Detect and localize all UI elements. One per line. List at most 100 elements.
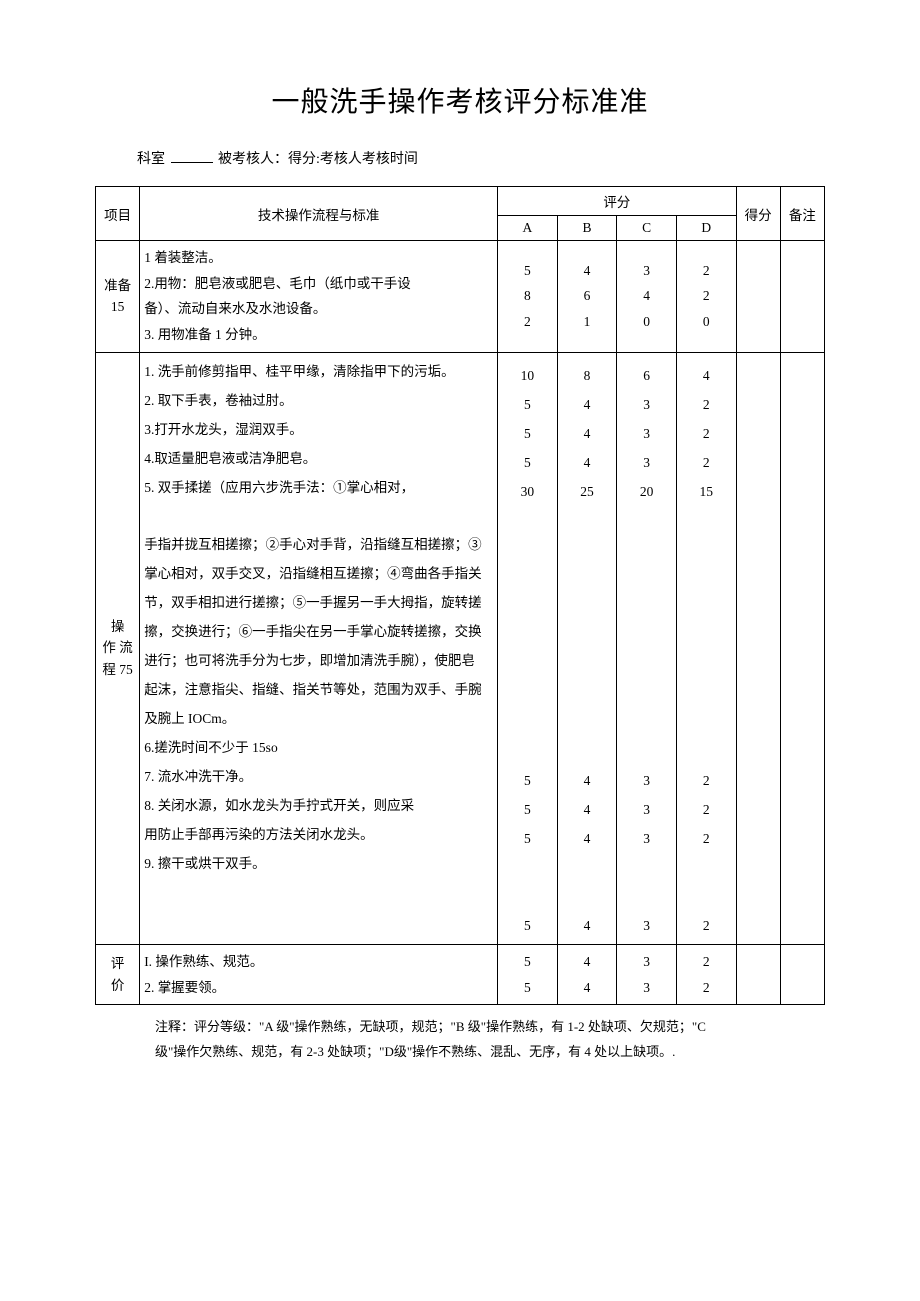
- ops-item: 操 作 流 程 75: [96, 352, 140, 944]
- ops-gradesC-8: [621, 592, 672, 621]
- ops-step-12: 及腕上 IOCm。: [144, 704, 493, 733]
- ops-gradesC-18: [621, 882, 672, 911]
- ops-gradesD-3: 2: [681, 448, 732, 477]
- ops-gradesC-3: 3: [621, 448, 672, 477]
- ops-gradesA-0: 10: [502, 361, 553, 390]
- ops-gradesA-8: [502, 592, 553, 621]
- score-table: 项目 技术操作流程与标准 评分 得分 备注 A B C D: [95, 186, 825, 1005]
- ops-steps: 1. 洗手前修剪指甲、桂平甲缘，清除指甲下的污垢。 2. 取下手表，卷袖过肘。 …: [144, 357, 493, 878]
- ops-step-19: 9. 擦干或烘干双手。: [144, 849, 493, 878]
- th-b: B: [557, 216, 617, 241]
- ops-step-13: 6.搓洗时间不少于 15so: [144, 733, 493, 762]
- examinee-label: 被考核人：得分:考核人考核时间: [218, 152, 418, 167]
- ops-gradesA-17: [502, 853, 553, 882]
- ops-a: 1055530 555 5: [498, 352, 558, 944]
- th-score-group: 评分: [498, 187, 737, 216]
- ops-gradesB-4: 25: [562, 477, 613, 506]
- ops-gradesB-2: 4: [562, 419, 613, 448]
- ops-desc: 1. 洗手前修剪指甲、桂平甲缘，清除指甲下的污垢。 2. 取下手表，卷袖过肘。 …: [140, 352, 498, 944]
- eval-c-0: 3: [621, 949, 672, 975]
- prep-a-3: 2: [502, 309, 553, 335]
- prep-line-1: 2.用物：肥皂液或肥皂、毛巾（纸巾或干手设: [144, 271, 493, 297]
- prep-c-3: 0: [621, 309, 672, 335]
- ops-gradesA-2: 5: [502, 419, 553, 448]
- ops-got: [736, 352, 780, 944]
- prep-d-3: 0: [681, 309, 732, 335]
- th-a: A: [498, 216, 558, 241]
- ops-gradesD-14: 2: [681, 766, 732, 795]
- prep-b-1: 6: [562, 283, 613, 309]
- footnote: 注释：评分等级："A 级"操作熟练，无缺项，规范；"B 级"操作熟练，有 1-2…: [155, 1015, 825, 1064]
- ops-gradesD-16: 2: [681, 824, 732, 853]
- ops-gradesA-19: 5: [502, 911, 553, 940]
- ops-gradesC-1: 3: [621, 390, 672, 419]
- ops-gradesB-15: 4: [562, 795, 613, 824]
- eval-b: 4 4: [557, 944, 617, 1004]
- eval-desc: I. 操作熟练、规范。 2. 掌握要领。: [140, 944, 498, 1004]
- ops-gradesD-11: [681, 679, 732, 708]
- eval-item: 评 价: [96, 944, 140, 1004]
- prep-c-1: 4: [621, 283, 672, 309]
- prep-line-3: 3. 用物准备 1 分钟。: [144, 322, 493, 348]
- prep-a: 5 8 2: [498, 241, 558, 353]
- prep-a-0: 5: [502, 258, 553, 284]
- prep-b-0: 4: [562, 258, 613, 284]
- th-item: 项目: [96, 187, 140, 241]
- th-note-text: 备注: [789, 208, 816, 223]
- prep-got: [736, 241, 780, 353]
- ops-gradesD-0: 4: [681, 361, 732, 390]
- prep-desc: 1 着装整洁。 2.用物：肥皂液或肥皂、毛巾（纸巾或干手设 备）、流动自来水及水…: [140, 241, 498, 353]
- footnote-l2: 级"操作欠熟练、规范，有 2-3 处缺项；"D级"操作不熟练、混乱、无序，有 4…: [155, 1044, 675, 1059]
- th-item-text: 项目: [104, 208, 131, 223]
- ops-gradesC-4: 20: [621, 477, 672, 506]
- prep-a-1: 8: [502, 283, 553, 309]
- ops-gradesD-15: 2: [681, 795, 732, 824]
- ops-gradesD-6: [681, 534, 732, 563]
- ops-gradesD-17: [681, 853, 732, 882]
- ops-gradesB-16: 4: [562, 824, 613, 853]
- ops-step-8: 节，双手相扣进行搓擦；⑤一手握另一手大拇指，旋转搓: [144, 588, 493, 617]
- prep-label-1: 准备: [104, 278, 131, 293]
- ops-gradesA-11: [502, 679, 553, 708]
- ops-gradesC-7: [621, 563, 672, 592]
- ops-gradesA-3: 5: [502, 448, 553, 477]
- th-c-text: C: [642, 220, 651, 235]
- ops-gradesD-12: [681, 708, 732, 737]
- eval-a-1: 5: [502, 975, 553, 1001]
- ops-gradesB-17: [562, 853, 613, 882]
- eval-got: [736, 944, 780, 1004]
- ops-gradesB-7: [562, 563, 613, 592]
- ops-label-3: 程 75: [102, 662, 132, 677]
- eval-label-2: 价: [111, 978, 125, 993]
- ops-gradesD-1: 2: [681, 390, 732, 419]
- ops-b: 844425 444 4: [557, 352, 617, 944]
- ops-gradesD-19: 2: [681, 911, 732, 940]
- eval-line-0: I. 操作熟练、规范。: [144, 949, 493, 975]
- ops-gradesA-14: 5: [502, 766, 553, 795]
- th-b-text: B: [582, 220, 591, 235]
- ops-gradesA-10: [502, 650, 553, 679]
- ops-gradesA-12: [502, 708, 553, 737]
- ops-gradesC-10: [621, 650, 672, 679]
- ops-gradesB-14: 4: [562, 766, 613, 795]
- ops-gradesC-2: 3: [621, 419, 672, 448]
- ops-gradesC-16: 3: [621, 824, 672, 853]
- ops-gradesB-12: [562, 708, 613, 737]
- ops-step-15: 7. 流水冲洗干净。: [144, 762, 493, 791]
- ops-step-11: 起沫，注意指尖、指缝、指关节等处，范围为双手、手腕: [144, 675, 493, 704]
- row-eval: 评 价 I. 操作熟练、规范。 2. 掌握要领。 5 5 4 4 3 3: [96, 944, 825, 1004]
- ops-gradesC-9: [621, 621, 672, 650]
- prep-c: 3 4 0: [617, 241, 677, 353]
- prep-d-0: 2: [681, 258, 732, 284]
- prep-b-3: 1: [562, 309, 613, 335]
- ops-gradesD-8: [681, 592, 732, 621]
- ops-gradesA-9: [502, 621, 553, 650]
- eval-line-1: 2. 掌握要领。: [144, 975, 493, 1001]
- eval-b-0: 4: [562, 949, 613, 975]
- ops-gradesD-7: [681, 563, 732, 592]
- ops-gradesC-0: 6: [621, 361, 672, 390]
- ops-gradesA-18: [502, 882, 553, 911]
- ops-step-6: 手指并拢互相搓擦；②手心对手背，沿指缝互相搓擦；③: [144, 530, 493, 559]
- eval-a-0: 5: [502, 949, 553, 975]
- ops-gradesB-6: [562, 534, 613, 563]
